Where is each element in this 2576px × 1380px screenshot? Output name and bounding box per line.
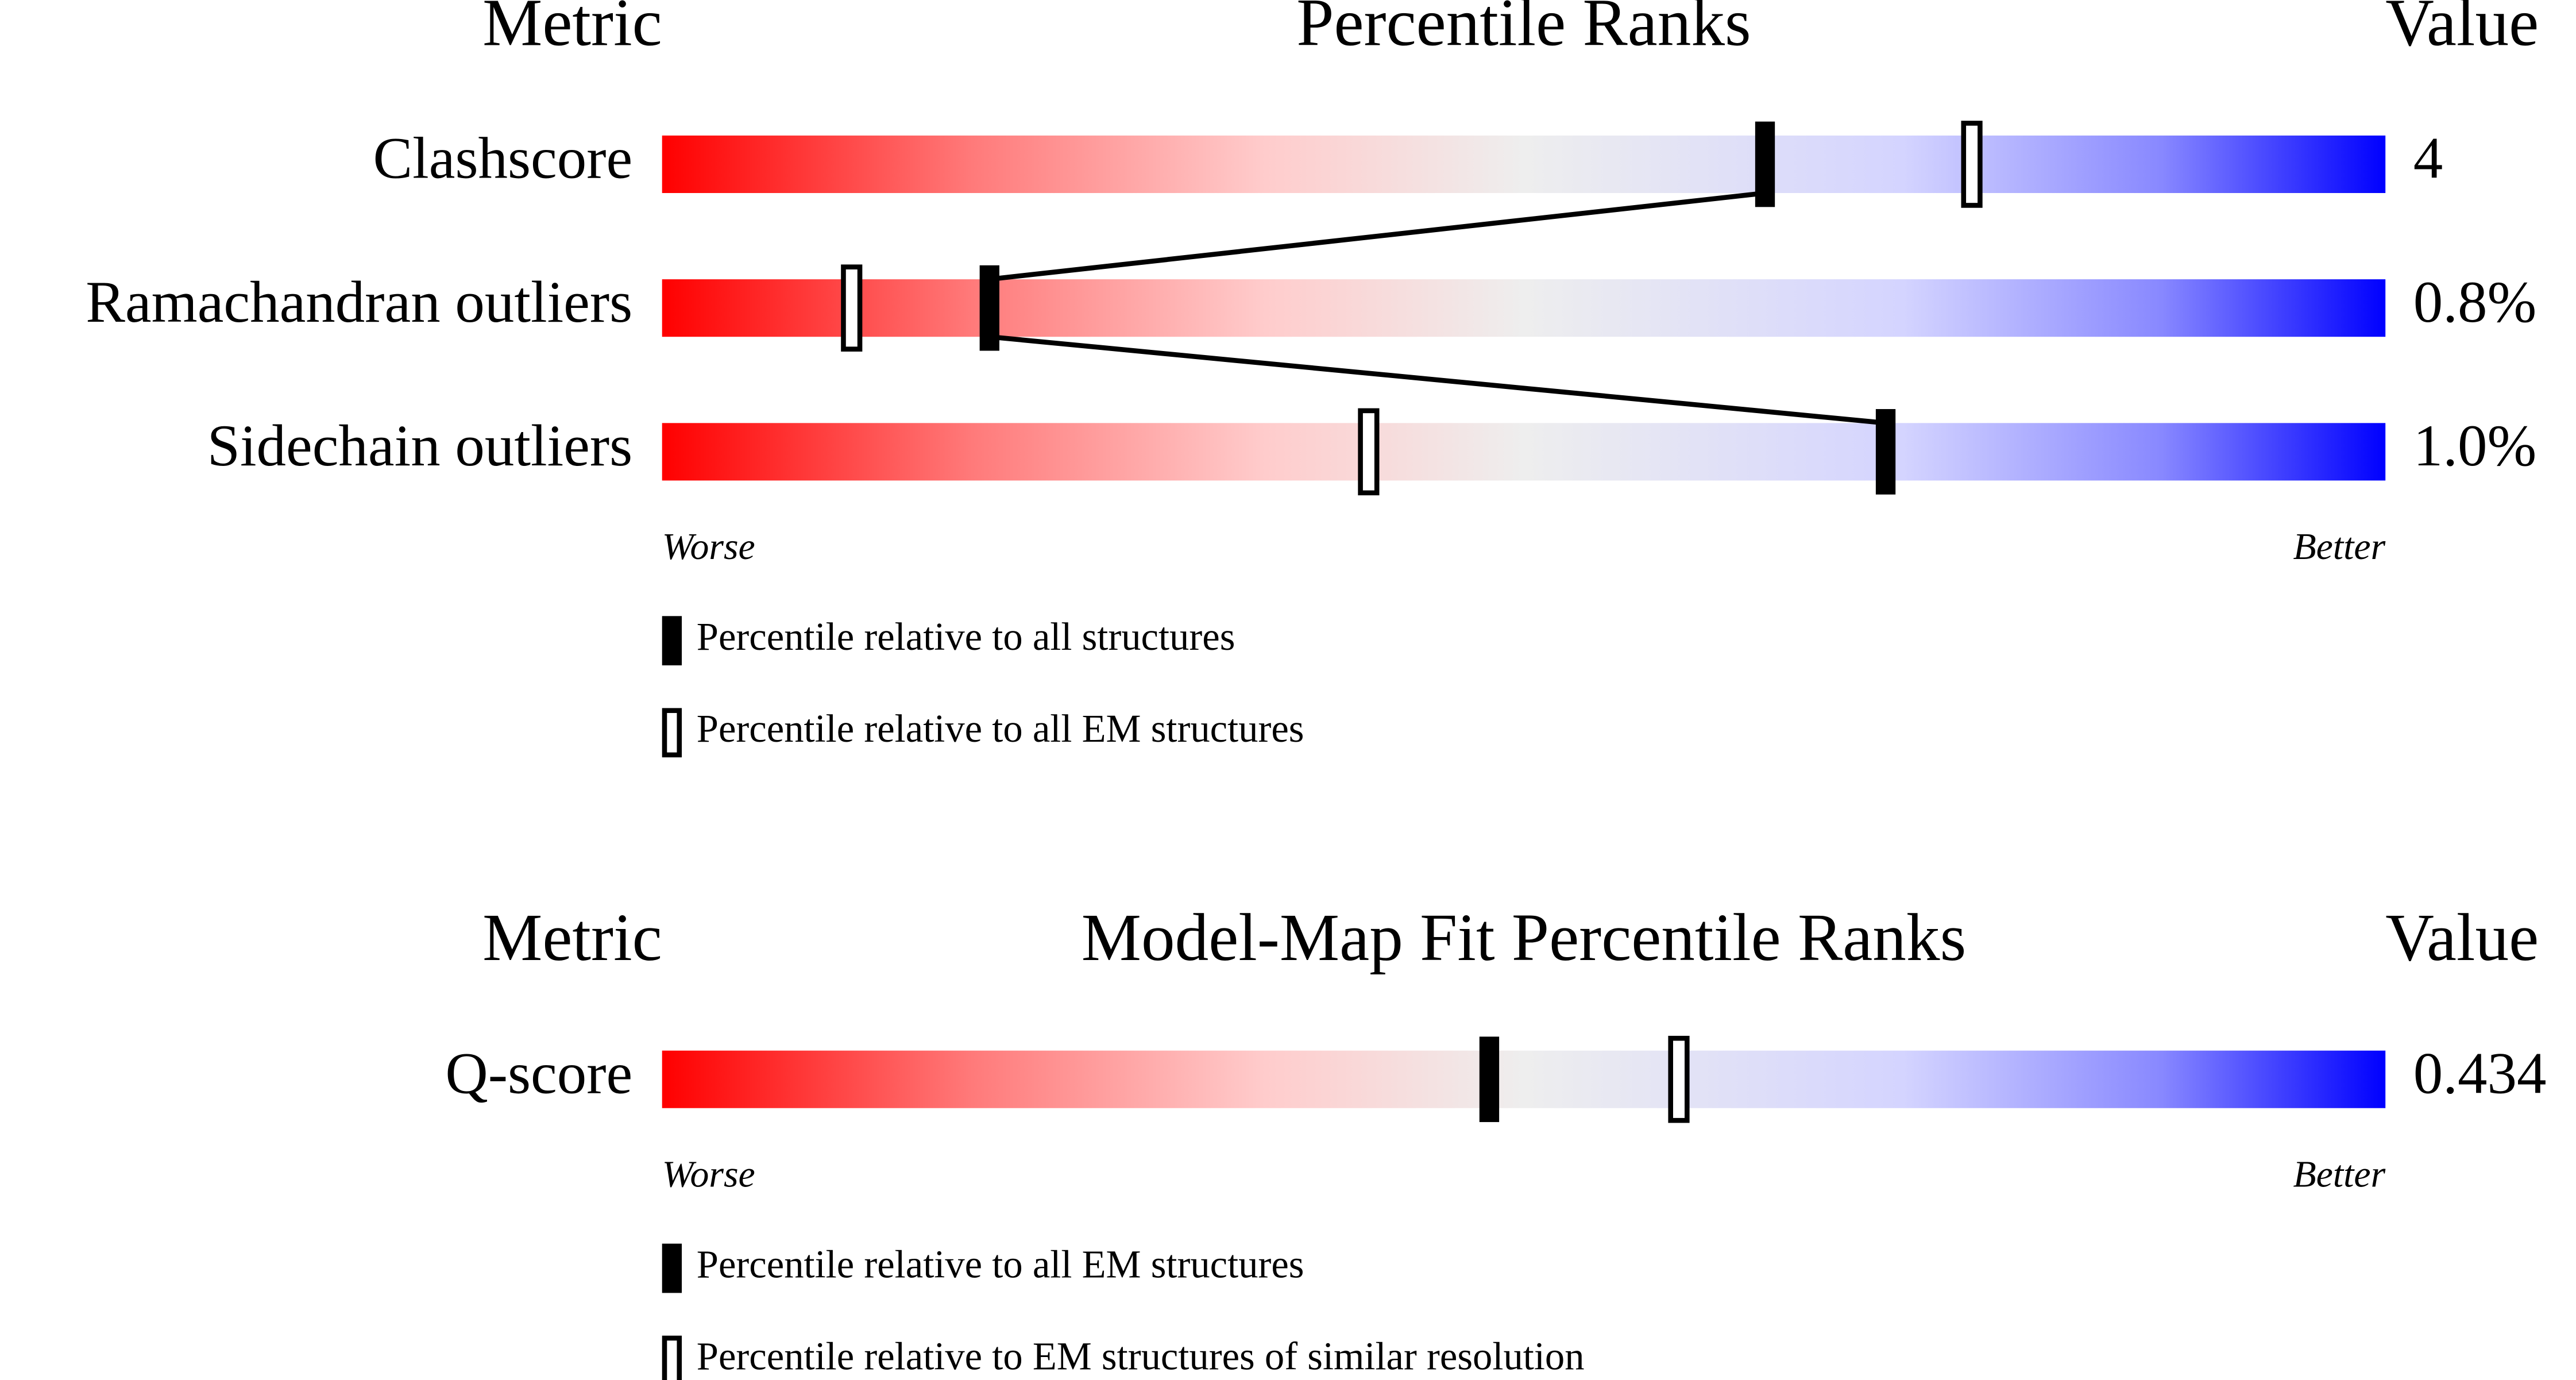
metric-value: 0.434 (2413, 1040, 2547, 1106)
metric-value: 0.8% (2413, 269, 2536, 335)
percentile-bar (662, 135, 2386, 193)
legend-label: Percentile relative to all structures (697, 615, 1235, 658)
axis-label-left: Worse (662, 1153, 755, 1195)
axis-label-left: Worse (662, 526, 755, 568)
metric-label: Clashscore (373, 126, 632, 191)
legend-icon (662, 1335, 682, 1380)
percentile-bar (662, 1050, 2386, 1108)
marker-filled (1875, 409, 1896, 495)
axis-label-right: Better (2293, 1153, 2385, 1195)
metric-label: Sidechain outliers (207, 413, 633, 479)
header-title: Model-Map Fit Percentile Ranks (1082, 901, 1966, 975)
marker-open (1358, 408, 1380, 496)
marker-filled (1755, 121, 1775, 207)
percentile-bar (662, 279, 2386, 337)
header-value: Value (2385, 901, 2539, 975)
legend-label: Percentile relative to EM structures of … (697, 1334, 1585, 1378)
header-metric: Metric (482, 901, 662, 975)
connector-line (989, 334, 1886, 426)
axis-label-right: Better (2293, 526, 2385, 568)
metric-value: 4 (2413, 126, 2443, 191)
percentile-bar (662, 423, 2386, 481)
marker-open (841, 264, 863, 352)
legend-icon (662, 1243, 682, 1293)
header-metric: Metric (482, 0, 662, 60)
marker-open (1668, 1035, 1690, 1123)
metric-label: Ramachandran outliers (86, 269, 632, 335)
header-title: Percentile Ranks (1296, 0, 1751, 60)
metric-value: 1.0% (2413, 413, 2536, 479)
metric-label: Q-score (445, 1040, 632, 1106)
marker-filled (979, 265, 999, 351)
legend-icon (662, 616, 682, 666)
connector-line (989, 190, 1766, 282)
legend-label: Percentile relative to all EM structures (697, 1242, 1304, 1286)
header-value: Value (2385, 0, 2539, 60)
marker-open (1961, 121, 1983, 208)
legend-icon (662, 708, 682, 758)
legend-label: Percentile relative to all EM structures (697, 707, 1304, 750)
marker-filled (1479, 1036, 1500, 1123)
